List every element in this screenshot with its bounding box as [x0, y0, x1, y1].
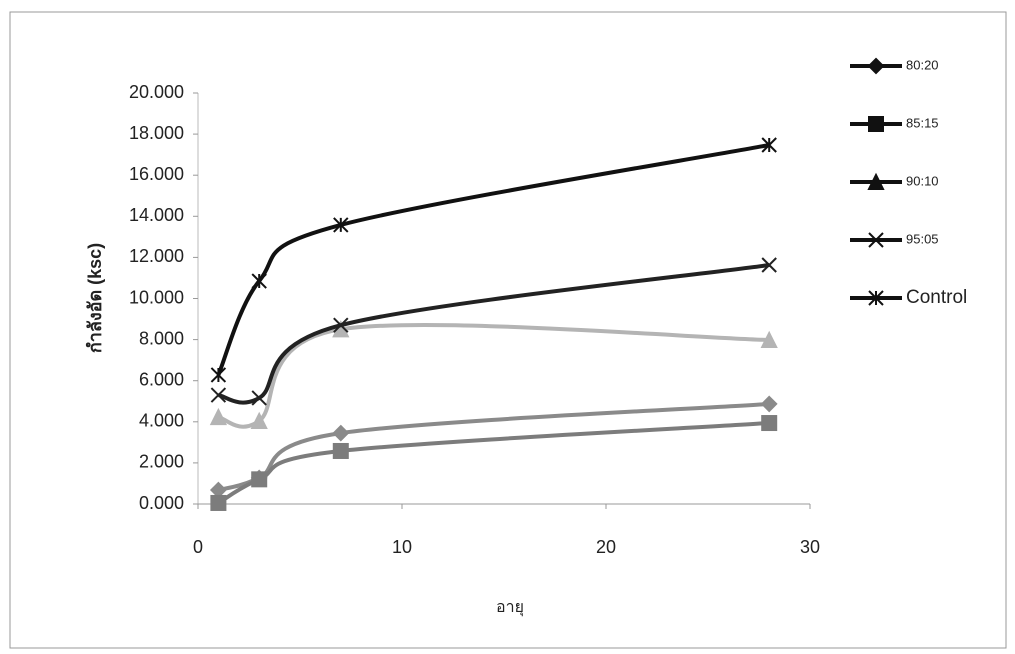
marker	[250, 411, 268, 429]
marker	[210, 494, 227, 511]
marker	[761, 137, 777, 153]
marker	[868, 232, 884, 248]
x-tick-label: 0	[193, 537, 203, 557]
legend-label: 95:05	[906, 231, 939, 246]
marker	[760, 330, 778, 349]
marker	[333, 317, 349, 333]
marker	[761, 415, 778, 432]
x-tick-label: 10	[392, 537, 412, 557]
marker	[251, 471, 268, 488]
marker	[868, 116, 884, 132]
x-tick-label: 20	[596, 537, 616, 557]
x-axis-label: อายุ	[496, 599, 524, 617]
legend-label: 85:15	[906, 115, 939, 130]
marker	[210, 387, 227, 403]
marker	[209, 407, 228, 426]
frame	[9, 11, 1007, 649]
series-line	[216, 143, 770, 376]
y-axis-label: กำลังอัด (ksc)	[85, 243, 105, 353]
y-tick-label: 12.000	[129, 246, 184, 266]
marker	[332, 424, 350, 442]
marker	[332, 442, 349, 459]
y-tick-label: 10.000	[129, 287, 184, 307]
y-tick-label: 4.000	[139, 411, 184, 431]
marker	[868, 290, 884, 306]
marker	[761, 257, 777, 273]
legend-label: 80:20	[906, 57, 939, 72]
legend-label: 90:10	[906, 173, 939, 188]
x-tick-label: 30	[800, 537, 820, 557]
y-tick-label: 8.000	[139, 328, 184, 348]
y-tick-label: 16.000	[129, 164, 184, 184]
marker	[867, 172, 885, 190]
y-tick-label: 6.000	[139, 369, 184, 389]
y-tick-label: 14.000	[129, 205, 184, 225]
y-tick-label: 0.000	[139, 493, 184, 513]
legend-label: Control	[906, 287, 967, 308]
marker	[333, 217, 349, 233]
marker	[760, 395, 778, 413]
marker	[251, 273, 267, 289]
y-tick-label: 20.000	[129, 82, 184, 102]
marker	[251, 390, 267, 406]
y-tick-label: 2.000	[139, 452, 184, 472]
marker	[867, 57, 885, 75]
y-tick-label: 18.000	[129, 123, 184, 143]
marker	[210, 367, 227, 383]
